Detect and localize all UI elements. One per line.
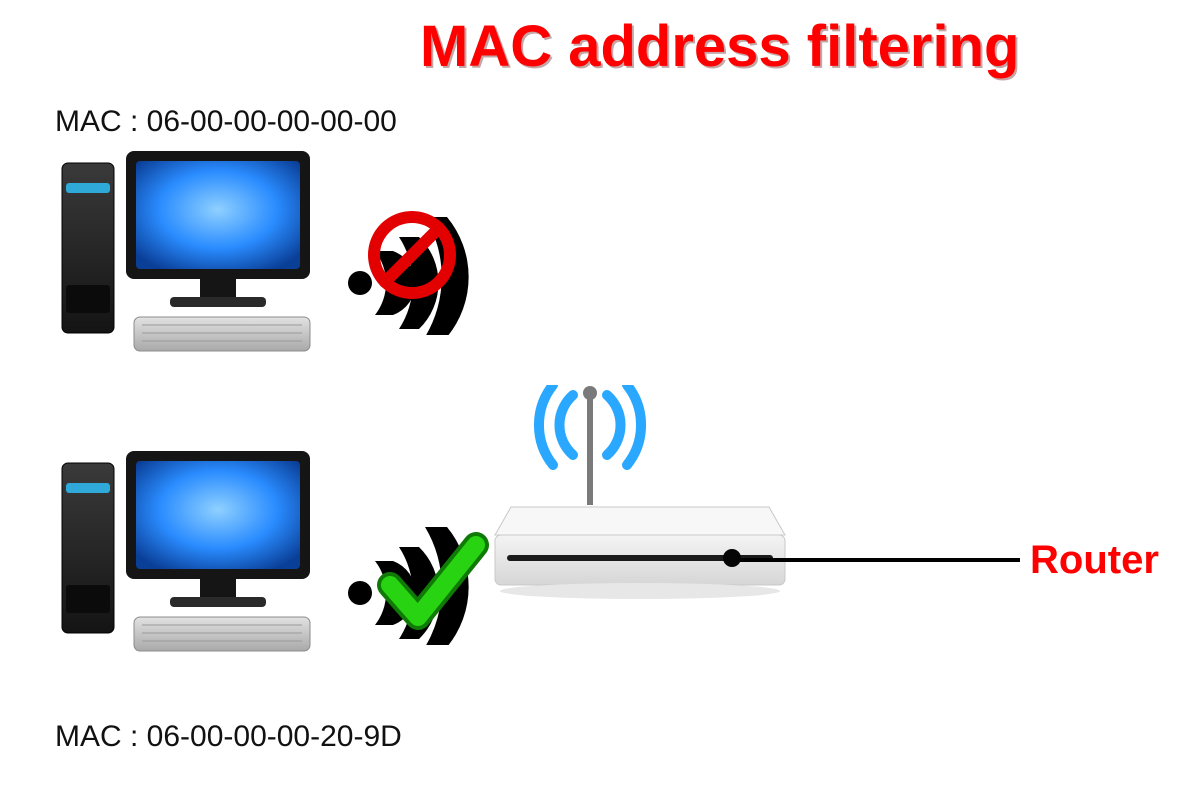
mac-label-allowed: MAC : 06-00-00-00-20-9D <box>55 720 402 754</box>
router-cable-line <box>740 558 1020 562</box>
wifi-allowed-icon <box>330 475 500 645</box>
router-icon <box>485 385 795 605</box>
computer-icon <box>60 445 320 665</box>
mac-label-blocked: MAC : 06-00-00-00-00-00 <box>55 105 397 139</box>
computer-icon <box>60 145 320 365</box>
router-label: Router <box>1030 538 1159 583</box>
wifi-blocked-icon <box>330 165 500 335</box>
diagram-stage: MAC address filtering MAC : 06-00-00-00-… <box>0 0 1200 800</box>
diagram-title: MAC address filtering <box>420 18 1019 76</box>
